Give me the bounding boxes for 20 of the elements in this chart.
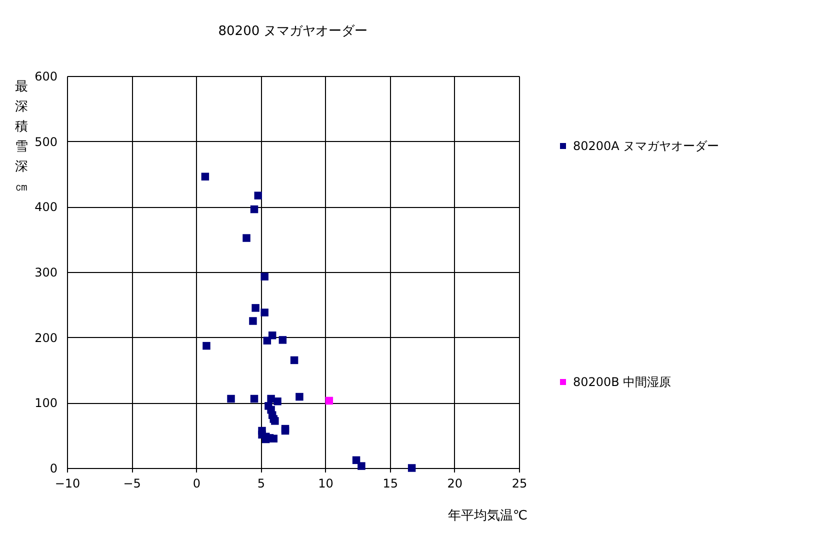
x-tick-label: 10 bbox=[318, 476, 334, 490]
x-tick-label: 25 bbox=[512, 476, 528, 490]
legend-label: 80200A ヌマガヤオーダー bbox=[573, 139, 720, 153]
y-axis-title: 最深積雪深㎝ bbox=[15, 80, 28, 194]
y-tick-label: 100 bbox=[34, 396, 58, 410]
y-tick-label: 600 bbox=[34, 70, 58, 84]
y-tick-label: 400 bbox=[34, 200, 58, 214]
x-tick-label: −10 bbox=[54, 476, 80, 490]
x-axis-title: 年平均気温℃ bbox=[448, 508, 528, 524]
x-tick-label: 20 bbox=[447, 476, 463, 490]
x-tick-label: −5 bbox=[123, 476, 141, 490]
y-tick-label: 200 bbox=[34, 330, 58, 345]
y-tick-label: 0 bbox=[50, 462, 58, 476]
x-tick-label: 15 bbox=[382, 476, 398, 490]
legend-label: 80200B 中間湿原 bbox=[573, 375, 672, 389]
x-tick-label: 0 bbox=[192, 476, 200, 490]
y-tick-label: 300 bbox=[34, 266, 58, 280]
chart-title: 80200 ヌマガヤオーダー bbox=[218, 24, 368, 39]
x-tick-label: 5 bbox=[257, 476, 266, 490]
y-tick-label: 500 bbox=[34, 134, 58, 149]
